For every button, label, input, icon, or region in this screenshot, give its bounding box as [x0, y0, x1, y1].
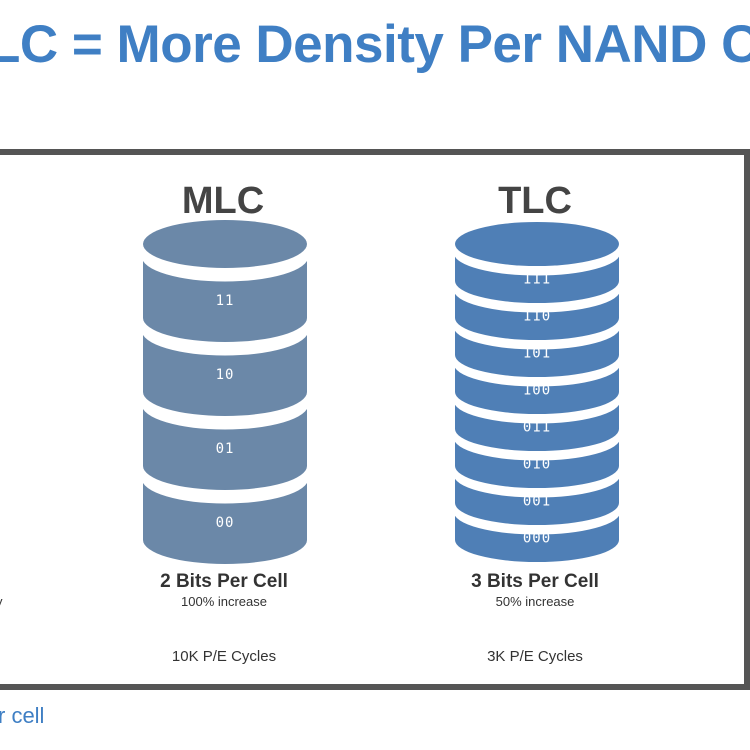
- mlc-cell-separator: [141, 477, 309, 504]
- mlc-cell-segment: 00: [141, 477, 309, 564]
- tlc-pe-cycles: 3K P/E Cycles: [487, 648, 583, 665]
- frame-bottom-border: [0, 684, 750, 690]
- tlc-cell-separator: [453, 288, 621, 313]
- tlc-cell-segment: 100: [453, 362, 621, 414]
- mlc-pe-cycles: 10K P/E Cycles: [171, 648, 277, 665]
- tlc-cell-body: [455, 252, 619, 303]
- tlc-increase: 50% increase: [495, 594, 575, 609]
- tlc-cell-segment: 001: [453, 473, 621, 525]
- tlc-cell-separator: [453, 362, 621, 387]
- tlc-cell-segment: 010: [453, 436, 621, 488]
- mlc-cell-separator: [141, 329, 309, 356]
- tlc-cell-body: [455, 437, 619, 488]
- tlc-cell-body: [455, 511, 619, 562]
- mlc-increase: 100% increase: [181, 594, 267, 609]
- tlc-stack-top-cap: [455, 222, 619, 266]
- mlc-cell-separator: [141, 255, 309, 282]
- mlc-cell-label: 10: [216, 367, 235, 383]
- tlc-cell-label: 011: [523, 420, 551, 436]
- tlc-cell-body: [455, 474, 619, 525]
- left-column-text-fragment: y: [0, 594, 3, 609]
- tlc-cell-stack: 111 110 101 100 011 010 001 000: [453, 222, 621, 562]
- slide-title: LC = More Density Per NAND C: [0, 15, 750, 74]
- mlc-cell-label: 11: [216, 293, 235, 309]
- mlc-cell-stack: 11 10 01 00: [141, 220, 309, 564]
- tlc-bits-per-cell: 3 Bits Per Cell: [471, 571, 599, 592]
- mlc-cell-separator: [141, 403, 309, 430]
- tlc-cell-segment: 111: [453, 251, 621, 303]
- mlc-cell-label: 00: [216, 515, 235, 531]
- tlc-cell-separator: [453, 399, 621, 424]
- tlc-cell-body: [455, 326, 619, 377]
- mlc-cell-segment: 10: [141, 329, 309, 416]
- tlc-cell-label: 111: [523, 272, 551, 288]
- mlc-heading: MLC: [181, 180, 265, 222]
- tlc-cell-body: [455, 363, 619, 414]
- tlc-cell-body: [455, 289, 619, 340]
- tlc-cell-segment: 000: [453, 510, 621, 562]
- tlc-cell-label: 010: [523, 457, 551, 473]
- mlc-cell-segment: 01: [141, 403, 309, 490]
- tlc-cell-label: 001: [523, 494, 551, 510]
- tlc-cell-label: 100: [523, 383, 551, 399]
- frame-top-border: [0, 149, 750, 155]
- tlc-cell-label: 101: [523, 346, 551, 362]
- mlc-cell-label: 01: [216, 441, 235, 457]
- tlc-cell-segment: 101: [453, 325, 621, 377]
- mlc-bits-per-cell: 2 Bits Per Cell: [160, 571, 288, 592]
- tlc-cell-label: 000: [523, 531, 551, 547]
- tlc-cell-separator: [453, 325, 621, 350]
- tlc-cell-label: 110: [523, 309, 551, 325]
- footer-text-fragment: r cell: [0, 703, 45, 728]
- tlc-heading: TLC: [498, 180, 572, 222]
- tlc-cell-separator: [453, 510, 621, 535]
- tlc-cell-separator: [453, 473, 621, 498]
- frame-right-border: [744, 149, 750, 690]
- tlc-cell-segment: 011: [453, 399, 621, 451]
- tlc-cell-separator: [453, 436, 621, 461]
- mlc-stack-top-cap: [143, 220, 307, 268]
- tlc-cell-body: [455, 400, 619, 451]
- mlc-cell-segment: 11: [141, 255, 309, 342]
- tlc-cell-segment: 110: [453, 288, 621, 340]
- tlc-cell-separator: [453, 251, 621, 276]
